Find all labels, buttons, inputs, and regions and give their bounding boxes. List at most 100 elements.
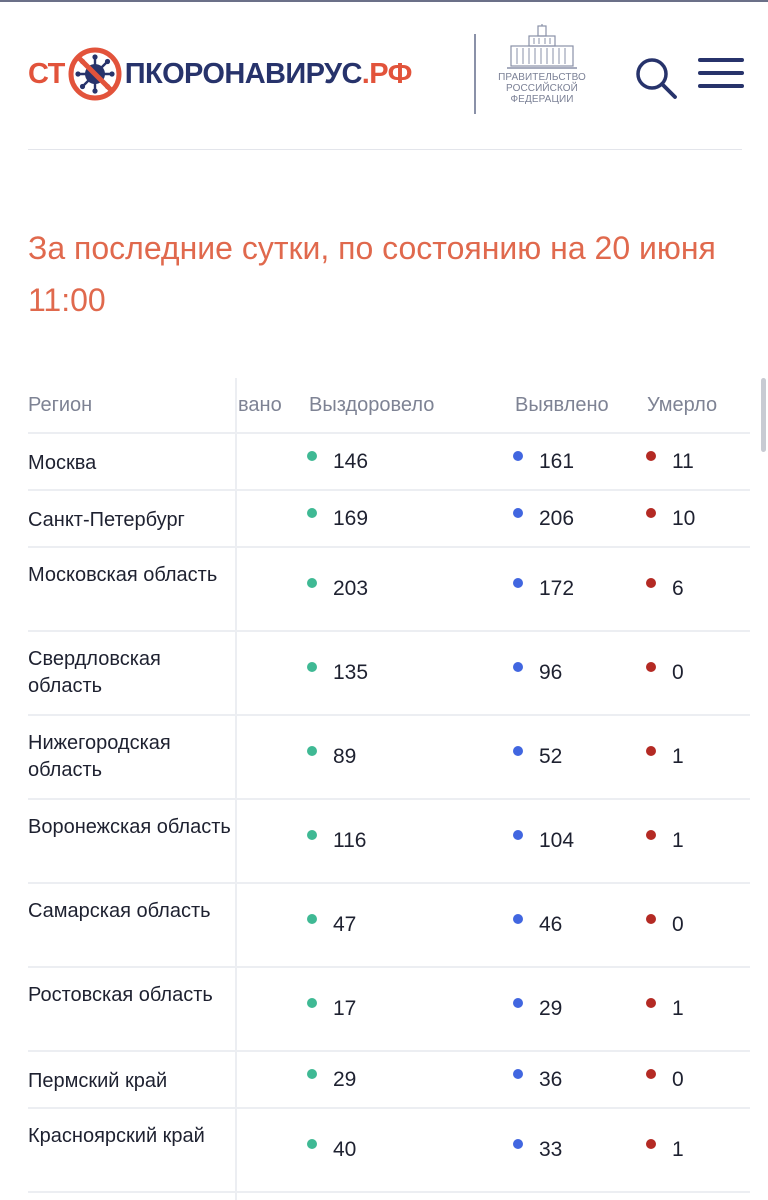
table-row[interactable]: Нижегородская область 89 52 1 xyxy=(28,716,750,800)
detected-value: 206 xyxy=(513,507,574,531)
column-header-hidden[interactable]: вано xyxy=(238,394,282,416)
table-row[interactable]: Санкт-Петербург 169 206 10 xyxy=(28,491,750,548)
gov-line-2: РОССИЙСКОЙ xyxy=(506,83,578,94)
table-row[interactable]: Красноярский край 40 33 1 xyxy=(28,1109,750,1193)
detected-value-text: 29 xyxy=(539,997,563,1020)
site-logo[interactable]: СТ ПКОРОНАВИРУС .РФ xyxy=(28,46,412,102)
recovered-value: 47 xyxy=(307,913,356,937)
recovered-value: 89 xyxy=(307,745,356,769)
recovered-value-text: 146 xyxy=(333,450,369,473)
died-value: 1 xyxy=(646,1138,684,1162)
region-name: Нижегородская область xyxy=(28,732,171,781)
recovered-value: 169 xyxy=(307,507,368,531)
detected-value-text: 52 xyxy=(539,745,563,768)
region-stats-table[interactable]: Регион вано Выздоровело Выявлено Умерло … xyxy=(28,378,750,1193)
table-scrollbar[interactable] xyxy=(761,378,766,452)
table-row[interactable]: Самарская область 47 46 0 xyxy=(28,884,750,968)
region-name: Пермский край xyxy=(28,1070,168,1092)
gov-line-1: ПРАВИТЕЛЬСТВО xyxy=(498,72,586,83)
column-header-detected[interactable]: Выявлено xyxy=(515,394,609,416)
blue-dot-icon xyxy=(513,662,523,672)
region-name: Московская область xyxy=(28,564,218,586)
green-dot-icon xyxy=(307,1069,317,1079)
search-button[interactable] xyxy=(634,56,678,100)
red-dot-icon xyxy=(646,1069,656,1079)
logo-text-part3: .РФ xyxy=(361,57,413,90)
died-value: 11 xyxy=(646,450,694,474)
table-row[interactable]: Пермский край 29 36 0 xyxy=(28,1052,750,1109)
column-header-region[interactable]: Регион xyxy=(28,394,93,416)
table-row[interactable]: Ростовская область 17 29 1 xyxy=(28,968,750,1052)
blue-dot-icon xyxy=(513,1139,523,1149)
died-value-text: 6 xyxy=(672,577,684,600)
died-value: 1 xyxy=(646,745,684,769)
died-value: 0 xyxy=(646,1068,684,1092)
detected-value-text: 46 xyxy=(539,913,563,936)
detected-value-text: 33 xyxy=(539,1138,563,1161)
column-header-died[interactable]: Умерло xyxy=(647,394,718,416)
recovered-value-text: 169 xyxy=(333,507,369,530)
red-dot-icon xyxy=(646,830,656,840)
recovered-value: 17 xyxy=(307,997,356,1021)
blue-dot-icon xyxy=(513,1069,523,1079)
red-dot-icon xyxy=(646,914,656,924)
died-value: 0 xyxy=(646,661,684,685)
table-row[interactable]: Московская область 203 172 6 xyxy=(28,548,750,632)
recovered-value-text: 47 xyxy=(333,913,357,936)
green-dot-icon xyxy=(307,830,317,840)
government-link[interactable]: ПРАВИТЕЛЬСТВО РОССИЙСКОЙ ФЕДЕРАЦИИ xyxy=(490,24,594,114)
detected-value-text: 96 xyxy=(539,661,563,684)
detected-value-text: 161 xyxy=(539,450,575,473)
search-icon xyxy=(636,58,677,99)
column-header-recovered[interactable]: Выздоровело xyxy=(309,394,435,416)
recovered-value-text: 29 xyxy=(333,1068,357,1091)
died-value: 0 xyxy=(646,913,684,937)
region-name: Воронежская область xyxy=(28,816,231,838)
header-divider xyxy=(474,34,476,114)
region-name: Санкт-Петербург xyxy=(28,509,185,531)
recovered-value-text: 17 xyxy=(333,997,357,1020)
green-dot-icon xyxy=(307,914,317,924)
green-dot-icon xyxy=(307,578,317,588)
recovered-value: 116 xyxy=(307,829,366,853)
recovered-value-text: 135 xyxy=(333,661,369,684)
menu-bar xyxy=(698,71,744,75)
red-dot-icon xyxy=(646,746,656,756)
recovered-value-text: 40 xyxy=(333,1138,357,1161)
logo-text-part1: СТ xyxy=(28,57,65,90)
region-name: Ростовская область xyxy=(28,984,213,1006)
detected-value: 96 xyxy=(513,661,562,685)
died-value: 10 xyxy=(646,507,695,531)
blue-dot-icon xyxy=(513,746,523,756)
gov-line-3: ФЕДЕРАЦИИ xyxy=(510,94,574,105)
table-body: Москва 146 161 11 Санкт-Петербург 169 206 10 Мос… xyxy=(28,434,750,1193)
green-dot-icon xyxy=(307,746,317,756)
green-dot-icon xyxy=(307,451,317,461)
stats-heading-time: 11:00 xyxy=(28,282,106,318)
died-value-text: 1 xyxy=(672,1138,684,1161)
detected-value: 29 xyxy=(513,997,562,1021)
stats-heading: За последние сутки, по состоянию на 20 и… xyxy=(28,222,768,326)
fixed-column-divider xyxy=(235,378,237,1200)
blue-dot-icon xyxy=(513,578,523,588)
header-bottom-divider xyxy=(28,149,742,150)
virus-stop-icon xyxy=(67,46,123,102)
died-value-text: 1 xyxy=(672,829,684,852)
recovered-value: 40 xyxy=(307,1138,356,1162)
region-name: Свердловская область xyxy=(28,648,161,697)
table-row[interactable]: Свердловская область 135 96 0 xyxy=(28,632,750,716)
hamburger-menu-icon[interactable] xyxy=(698,58,744,92)
died-value: 1 xyxy=(646,829,684,853)
government-building-icon xyxy=(507,24,577,69)
died-value-text: 1 xyxy=(672,745,684,768)
recovered-value: 146 xyxy=(307,450,368,474)
top-border xyxy=(0,0,768,2)
recovered-value-text: 116 xyxy=(333,829,367,852)
died-value: 6 xyxy=(646,577,684,601)
detected-value: 46 xyxy=(513,913,562,937)
table-row[interactable]: Воронежская область 116 104 1 xyxy=(28,800,750,884)
recovered-value-text: 89 xyxy=(333,745,357,768)
table-row[interactable]: Москва 146 161 11 xyxy=(28,434,750,491)
recovered-value: 135 xyxy=(307,661,368,685)
menu-bar xyxy=(698,58,744,62)
